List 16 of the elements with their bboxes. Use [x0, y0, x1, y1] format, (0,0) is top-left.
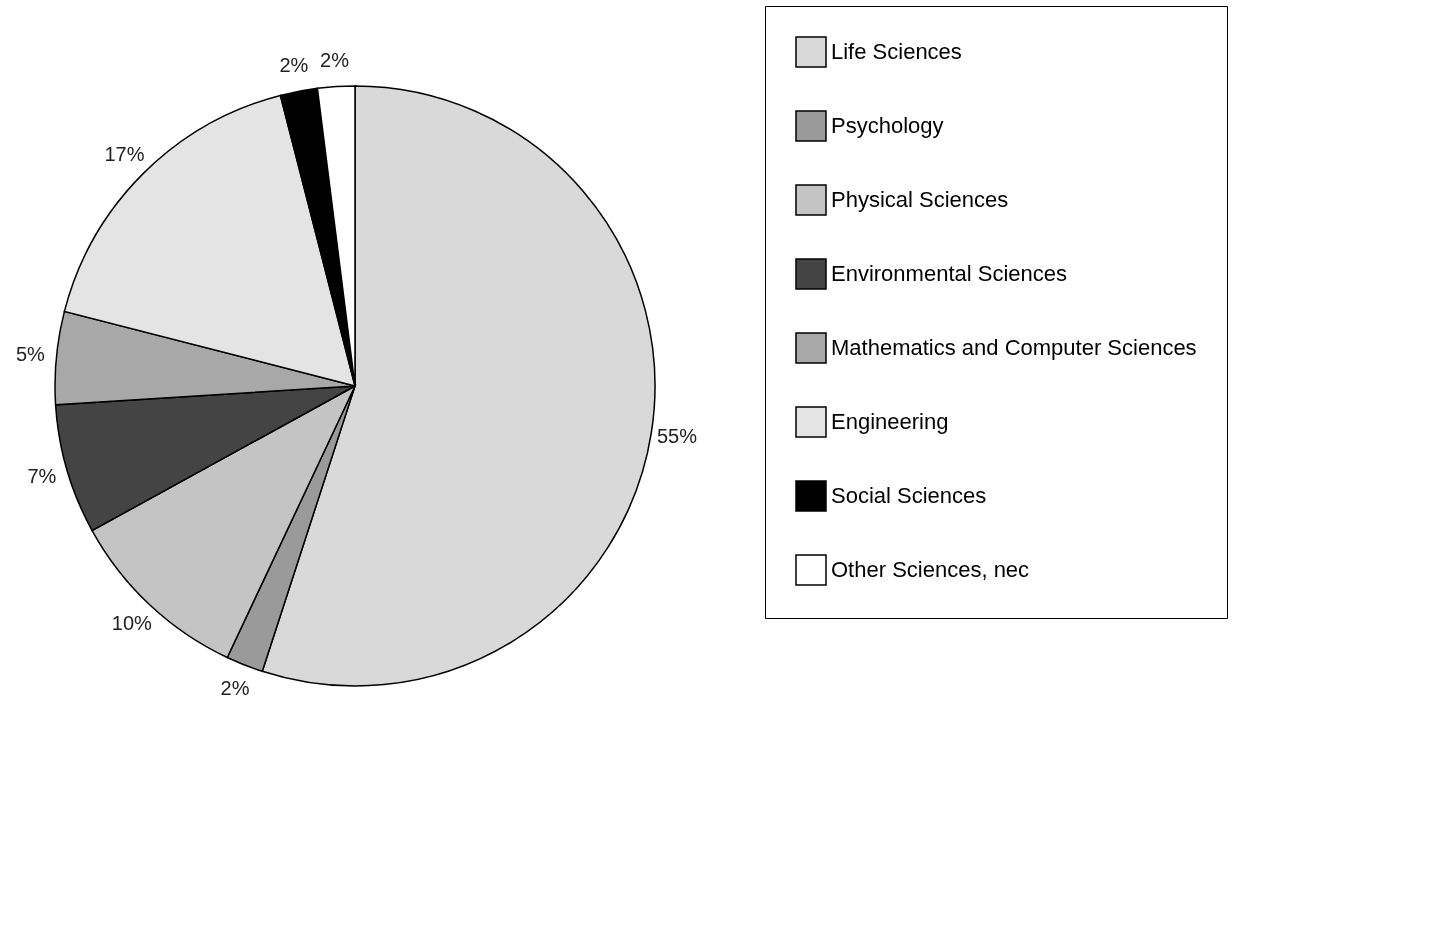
data-label: 17% [104, 143, 145, 166]
legend-label: Physical Sciences [831, 187, 1009, 212]
data-label: 2% [320, 48, 350, 71]
legend-label: Psychology [831, 113, 944, 138]
data-label: 2% [279, 53, 309, 76]
data-label: 2% [220, 677, 250, 700]
legend-label: Environmental Sciences [831, 261, 1068, 286]
legend-label: Mathematics and Computer Sciences [831, 335, 1197, 360]
data-label: 10% [111, 611, 153, 634]
legend-label: Engineering [831, 409, 949, 434]
legend-label: Other Sciences, nec [831, 557, 1030, 582]
legend-label: Social Sciences [831, 483, 987, 508]
data-label: 5% [15, 343, 46, 366]
data-label: 55% [656, 425, 698, 447]
legend-label: Life Sciences [831, 39, 962, 64]
data-label: 7% [27, 464, 57, 487]
